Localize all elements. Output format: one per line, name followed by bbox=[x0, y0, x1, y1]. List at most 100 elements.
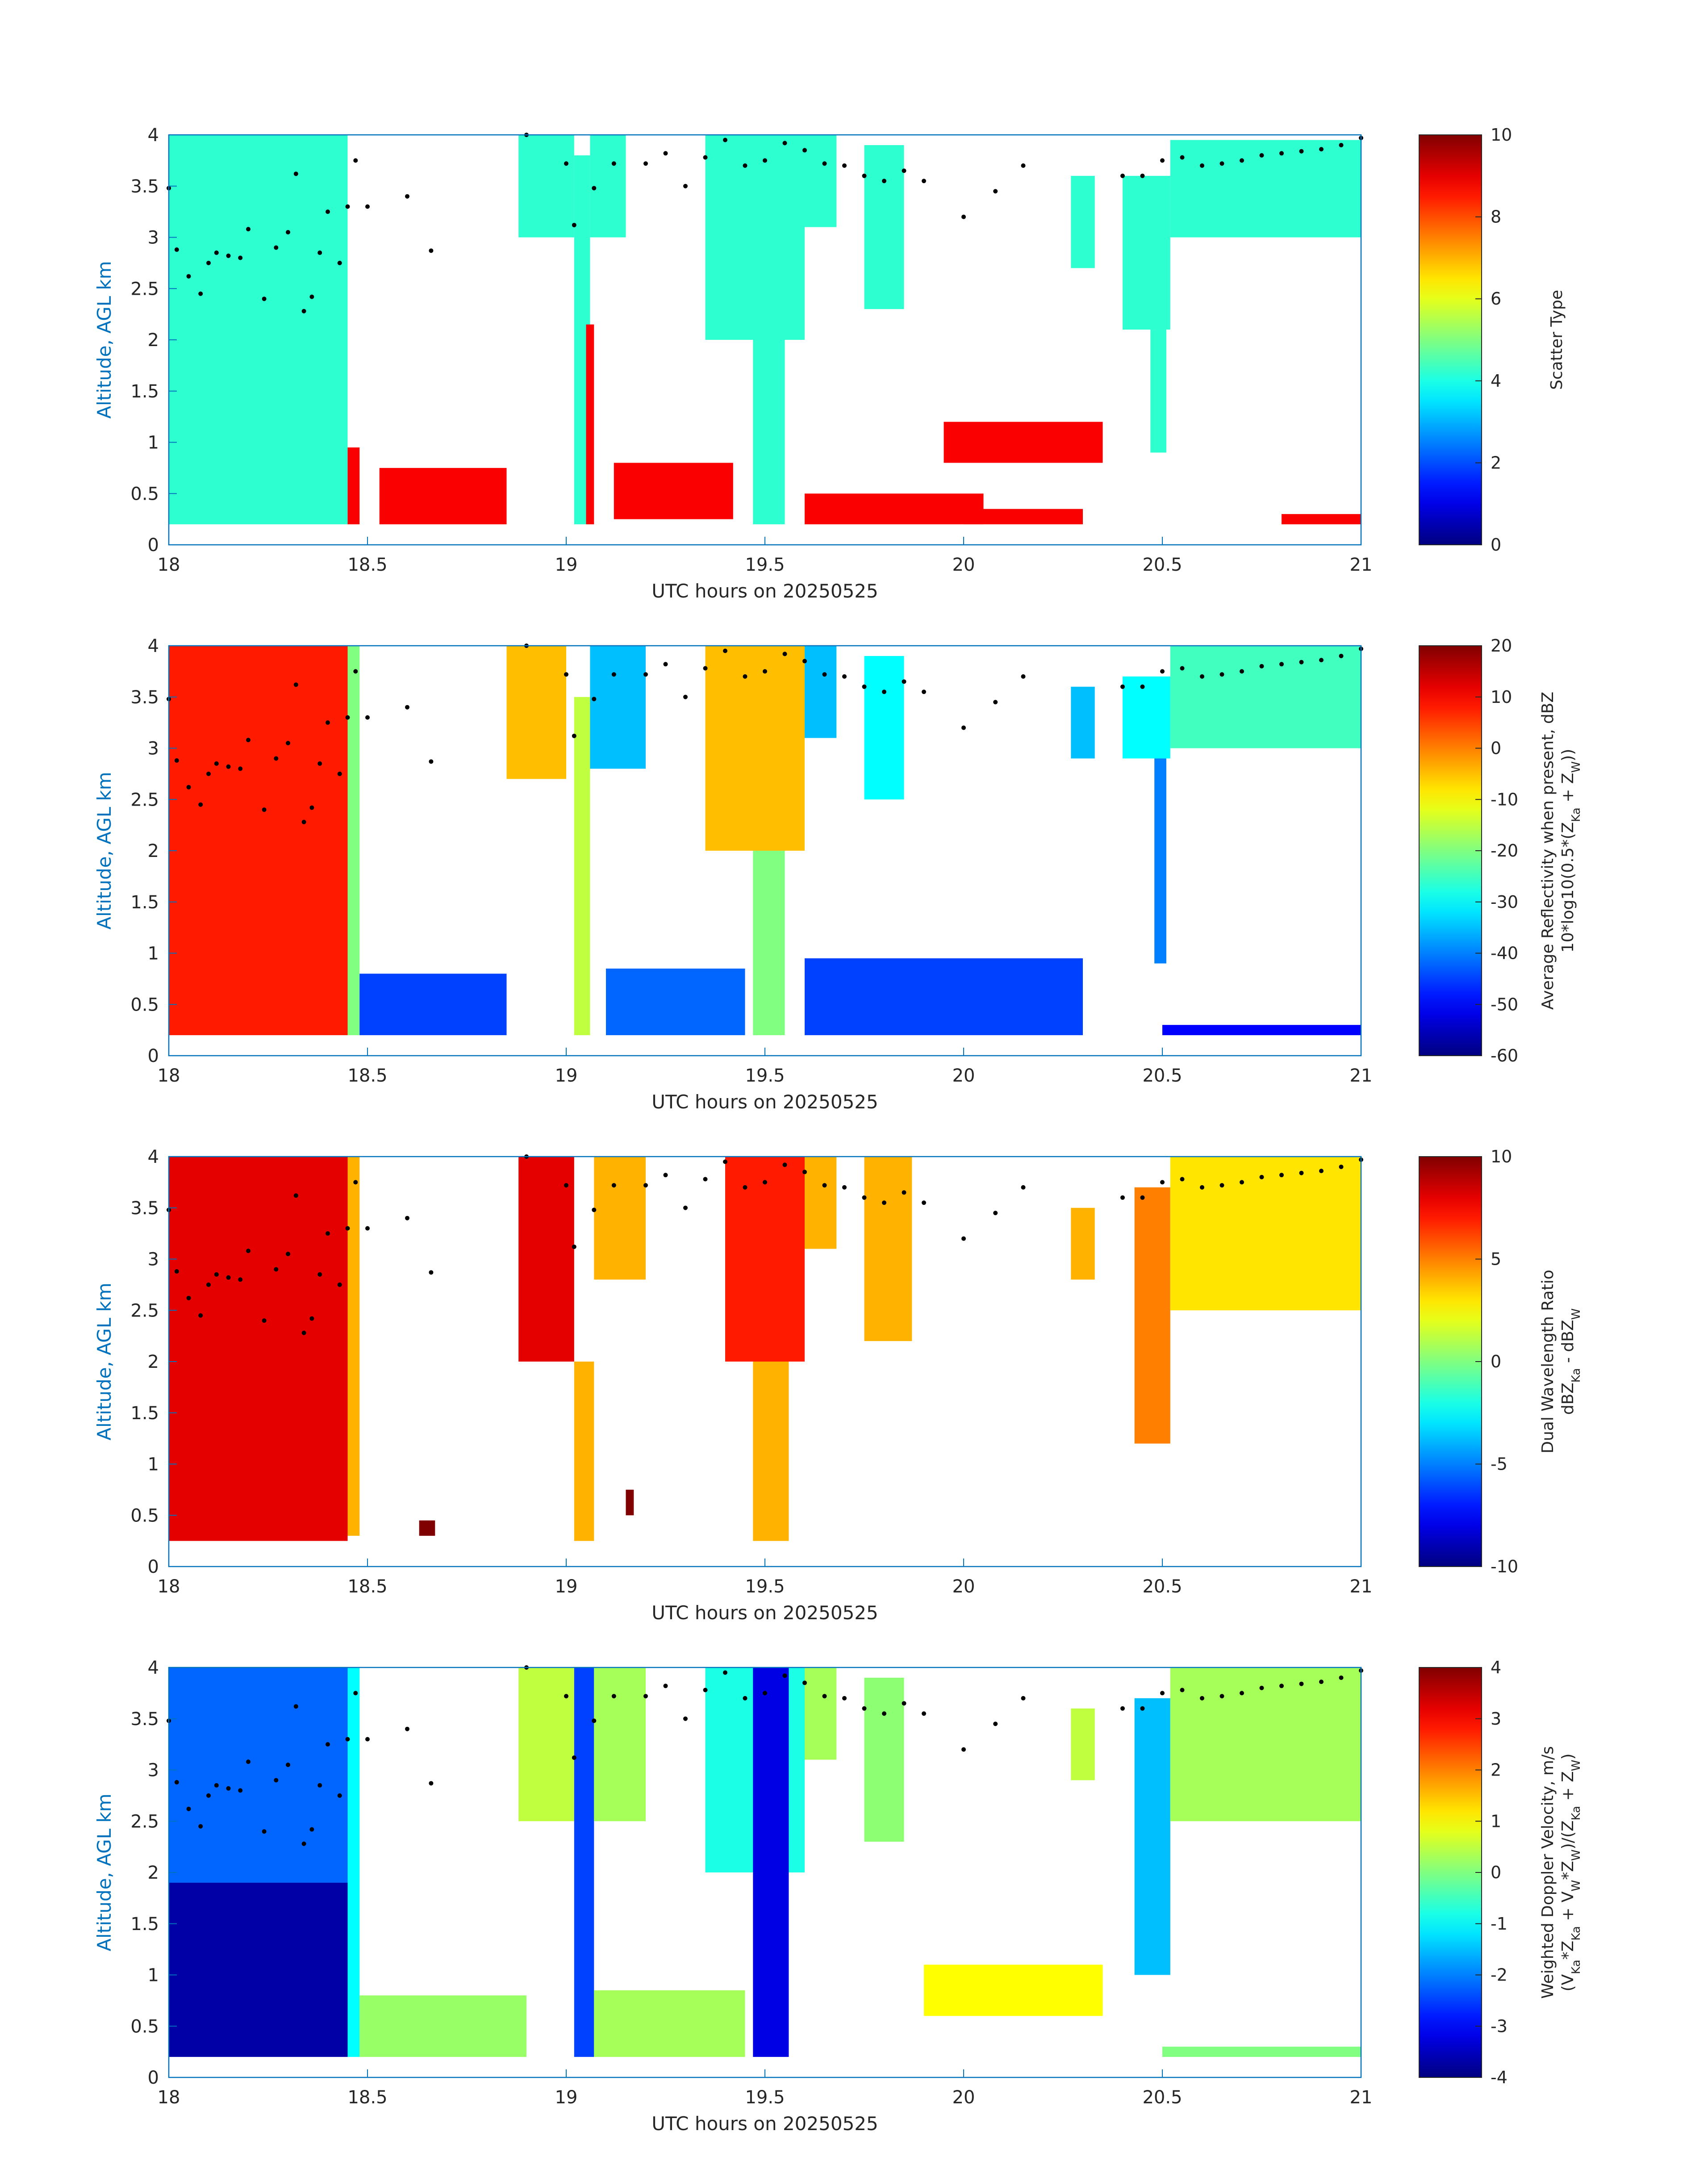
colorbar-tick-label: -10 bbox=[1491, 790, 1518, 809]
y-axis-label: Altitude, AGL km bbox=[93, 772, 115, 929]
cloud-top-dot bbox=[822, 1694, 827, 1699]
colorbar-tick-label: -4 bbox=[1491, 2068, 1508, 2087]
cloud-top-dot bbox=[763, 669, 767, 674]
cloud-top-dot bbox=[337, 260, 342, 265]
cloud-top-dot bbox=[206, 1793, 211, 1798]
cloud-top-dot bbox=[564, 161, 568, 166]
heatmap-cell bbox=[594, 1990, 745, 2057]
colorbar-tick-label: 0 bbox=[1491, 1863, 1501, 1882]
cloud-top-dot bbox=[922, 1711, 926, 1716]
cloud-top-dot bbox=[326, 1231, 330, 1236]
cloud-top-dot bbox=[922, 689, 926, 694]
heatmap-cell bbox=[347, 1157, 360, 1536]
heatmap-cell bbox=[924, 1964, 1103, 2016]
cloud-top-dot bbox=[723, 648, 727, 653]
heatmap-cell bbox=[169, 135, 348, 525]
cloud-top-dot bbox=[1120, 1706, 1125, 1711]
cloud-top-dot bbox=[1279, 662, 1284, 667]
x-tick-label: 19.5 bbox=[745, 555, 785, 575]
heatmap-cell bbox=[359, 974, 507, 1036]
colorbar-tick-label: -40 bbox=[1491, 944, 1518, 963]
cloud-top-dot bbox=[1279, 1684, 1284, 1688]
heatmap-cell bbox=[1170, 1667, 1361, 1822]
x-tick-label: 21 bbox=[1350, 555, 1373, 575]
cloud-top-dot bbox=[286, 1763, 290, 1768]
colorbar-bar bbox=[1419, 1667, 1482, 2078]
heatmap-cell bbox=[805, 135, 837, 227]
cloud-top-dot bbox=[993, 1211, 998, 1216]
colorbar-label-text: )) bbox=[1559, 749, 1577, 761]
cloud-top-dot bbox=[1219, 1183, 1224, 1188]
cloud-top-dot bbox=[206, 260, 211, 265]
colorbar-label: Dual Wavelength Ratio dBZKa - dBZW bbox=[1539, 1270, 1583, 1453]
cloud-top-dot bbox=[564, 1183, 568, 1188]
cloud-top-dot bbox=[592, 697, 597, 702]
cloud-top-dot bbox=[611, 672, 616, 677]
cloud-top-dot bbox=[1160, 1691, 1165, 1696]
cloud-top-dot bbox=[246, 1759, 251, 1764]
cloud-top-dot bbox=[353, 158, 358, 163]
x-tick-label: 18 bbox=[158, 1576, 180, 1597]
heatmap-cell bbox=[1123, 175, 1170, 330]
colorbar-label-subscript: Ka bbox=[1570, 1926, 1583, 1941]
heatmap-cell bbox=[379, 468, 507, 525]
heatmap-cell bbox=[1071, 1208, 1095, 1280]
colorbar-label-line: Weighted Doppler Velocity, m/s bbox=[1539, 1746, 1557, 1999]
y-tick-label: 4 bbox=[148, 1658, 159, 1678]
heatmap-cell bbox=[506, 646, 566, 779]
cloud-top-dot bbox=[1180, 155, 1185, 160]
colorbar-label-line: Dual Wavelength Ratio bbox=[1539, 1270, 1557, 1453]
cloud-top-dot bbox=[262, 807, 267, 812]
cloud-top-dot bbox=[293, 1193, 298, 1198]
cloud-top-dot bbox=[286, 230, 290, 235]
cloud-top-dot bbox=[1120, 1195, 1125, 1200]
cloud-top-dot bbox=[198, 1824, 203, 1829]
y-tick-label: 1 bbox=[148, 944, 159, 964]
cloud-top-dot bbox=[326, 1742, 330, 1747]
cloud-top-dot bbox=[782, 652, 787, 656]
y-tick-label: 1 bbox=[148, 1454, 159, 1475]
cloud-top-dot bbox=[683, 694, 688, 699]
cloud-top-dot bbox=[1021, 1185, 1026, 1190]
y-tick-label: 3 bbox=[148, 1760, 159, 1781]
cloud-top-dot bbox=[1259, 1685, 1264, 1690]
colorbar-tick-label: 2 bbox=[1491, 1760, 1501, 1780]
cloud-top-dot bbox=[993, 1722, 998, 1726]
cloud-top-dot bbox=[1021, 674, 1026, 679]
colorbar: -10 -5 0 5 10 Dual Wavelength Ratio dBZKa - dB… bbox=[1419, 1147, 1583, 1576]
cloud-top-dot bbox=[206, 771, 211, 776]
heatmap-cell bbox=[1170, 646, 1361, 748]
y-tick-label: 0 bbox=[148, 1557, 159, 1577]
cloud-top-dot bbox=[663, 1684, 668, 1688]
cloud-top-dot bbox=[1219, 161, 1224, 166]
heatmap-cell bbox=[805, 493, 984, 525]
cloud-top-dot bbox=[365, 1737, 370, 1742]
cloud-top-dot bbox=[1319, 1169, 1324, 1174]
x-tick-label: 21 bbox=[1350, 1576, 1373, 1597]
y-tick-label: 2 bbox=[148, 1352, 159, 1372]
heatmap-cell bbox=[169, 646, 348, 1036]
x-tick-label: 20 bbox=[952, 555, 975, 575]
cloud-top-dot bbox=[763, 1691, 767, 1696]
cloud-top-dot bbox=[862, 173, 867, 178]
cloud-top-dot bbox=[842, 674, 847, 679]
cloud-top-dot bbox=[1319, 147, 1324, 152]
y-tick-label: 1.5 bbox=[130, 381, 159, 402]
cloud-top-dot bbox=[683, 1716, 688, 1721]
cloud-top-dot bbox=[337, 771, 342, 776]
cloud-top-dot bbox=[274, 1267, 279, 1272]
heatmap-cell bbox=[753, 340, 785, 525]
cloud-top-dot bbox=[1120, 684, 1125, 689]
heatmap-cell bbox=[1134, 1187, 1170, 1444]
cloud-top-dot bbox=[174, 247, 179, 252]
cloud-top-dot bbox=[317, 250, 322, 255]
cloud-top-dot bbox=[301, 819, 306, 824]
cloud-top-dot bbox=[862, 684, 867, 689]
cloud-top-dot bbox=[246, 738, 251, 743]
heatmap-cell bbox=[705, 646, 805, 851]
cloud-top-dot bbox=[703, 1688, 708, 1692]
colorbar-tick-label: -60 bbox=[1491, 1046, 1518, 1066]
cloud-top-dot bbox=[1160, 158, 1165, 163]
heatmap-cell bbox=[753, 1667, 789, 2057]
cloud-top-dot bbox=[564, 1694, 568, 1699]
